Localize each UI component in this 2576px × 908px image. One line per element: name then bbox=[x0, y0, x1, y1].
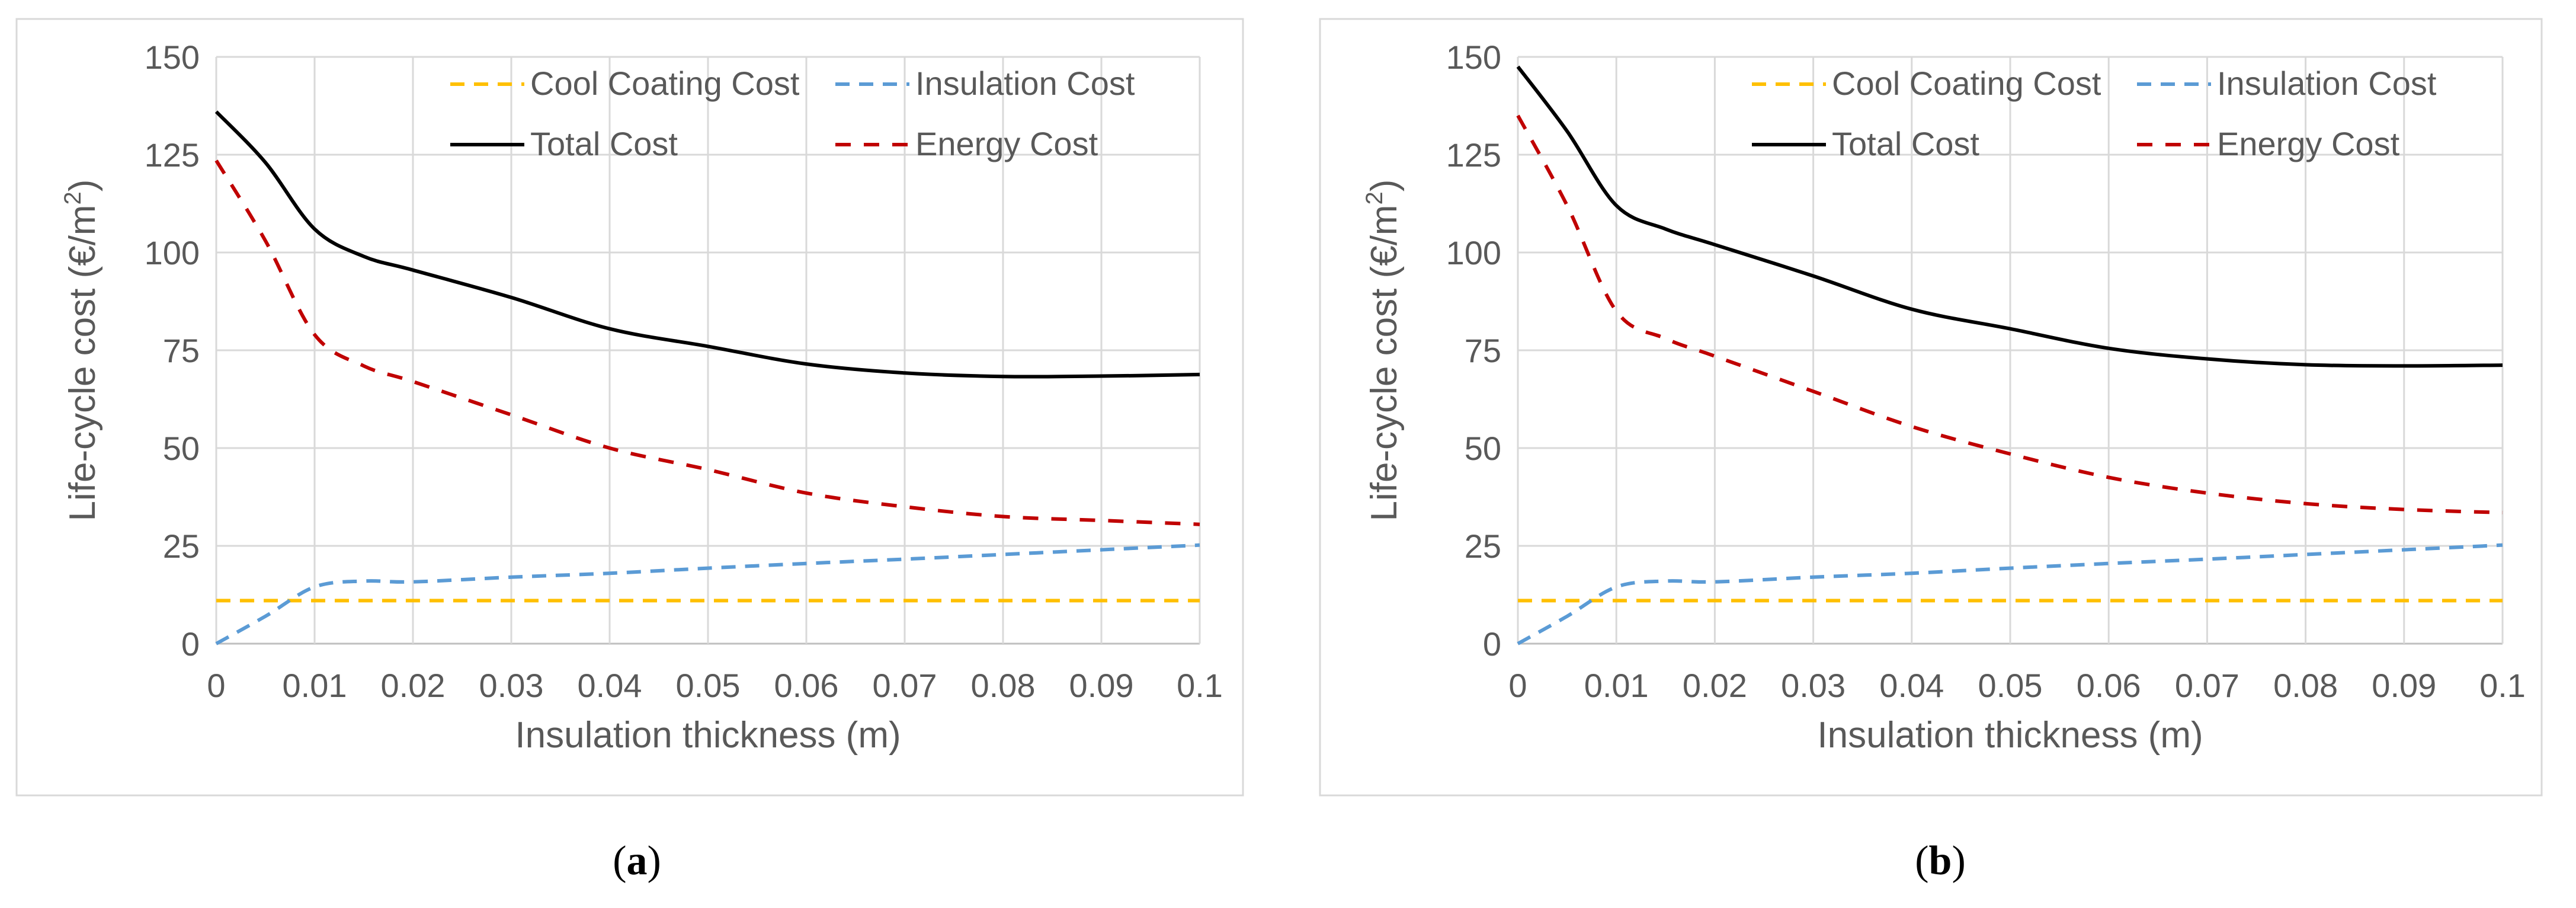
y-tick-label: 50 bbox=[1465, 430, 1501, 467]
y-axis-title-superscript: 2 bbox=[1361, 191, 1388, 204]
y-axis-title-close: ) bbox=[1364, 180, 1405, 192]
x-tick-label: 0.06 bbox=[774, 667, 839, 704]
series-line-insulation bbox=[1517, 543, 2503, 645]
x-tick-label: 0.03 bbox=[1781, 667, 1846, 704]
caption-close-paren: ) bbox=[648, 838, 661, 884]
legend-label: Total Cost bbox=[1832, 125, 1979, 162]
x-tick-label: 0.08 bbox=[2273, 667, 2338, 704]
caption-open-paren: ( bbox=[1915, 838, 1928, 884]
y-tick-label: 150 bbox=[145, 39, 200, 76]
series-line-total bbox=[1516, 65, 2503, 368]
legend-label: Cool Coating Cost bbox=[1832, 65, 2101, 102]
x-tick-label: 0.07 bbox=[873, 667, 937, 704]
y-tick-label: 25 bbox=[1465, 527, 1501, 565]
x-tick-label: 0.01 bbox=[283, 667, 347, 704]
x-tick-label: 0.06 bbox=[2077, 667, 2141, 704]
series-line-total bbox=[214, 110, 1200, 379]
y-tick-label: 100 bbox=[1446, 234, 1501, 271]
y-tick-label: 50 bbox=[163, 430, 200, 467]
x-tick-label: 0.09 bbox=[1069, 667, 1134, 704]
x-tick-label: 0.03 bbox=[479, 667, 544, 704]
caption-letter: b bbox=[1929, 838, 1952, 884]
y-tick-label: 0 bbox=[1483, 625, 1501, 663]
y-tick-label: 0 bbox=[181, 625, 200, 663]
caption-open-paren: ( bbox=[613, 838, 626, 884]
y-axis-title-main: Life-cycle cost (€/m bbox=[1364, 204, 1405, 521]
y-tick-label: 125 bbox=[145, 136, 200, 174]
legend-label: Insulation Cost bbox=[2217, 65, 2437, 102]
x-tick-label: 0.05 bbox=[676, 667, 741, 704]
x-tick-label: 0.01 bbox=[1584, 667, 1649, 704]
y-tick-label: 100 bbox=[145, 234, 200, 271]
legend-label: Total Cost bbox=[530, 125, 678, 162]
legend-label: Insulation Cost bbox=[915, 65, 1135, 102]
x-tick-label: 0 bbox=[207, 667, 225, 704]
x-tick-label: 0.07 bbox=[2175, 667, 2239, 704]
x-tick-label: 0.05 bbox=[1978, 667, 2043, 704]
y-tick-label: 125 bbox=[1446, 136, 1501, 174]
x-axis-title: Insulation thickness (m) bbox=[515, 715, 901, 756]
caption-close-paren: ) bbox=[1952, 838, 1965, 884]
series-line-energy bbox=[214, 159, 1200, 526]
x-tick-label: 0.04 bbox=[578, 667, 642, 704]
x-tick-label: 0.1 bbox=[1177, 667, 1223, 704]
caption-letter: a bbox=[627, 838, 648, 884]
chart-panel-b: 0 25 50 75 100 125 150 0 0.01 0.02 0.03 0.04 0.05 0.0… bbox=[1319, 18, 2543, 884]
y-axis-title-main: Life-cycle cost (€/m bbox=[62, 204, 103, 521]
chart-panel-a: 0 25 50 75 100 125 150 0 0.01 0.02 0.03 0.04 0.05 0.0… bbox=[15, 18, 1244, 884]
legend-label: Energy Cost bbox=[915, 125, 1098, 162]
y-tick-label: 75 bbox=[163, 332, 200, 369]
x-tick-label: 0.08 bbox=[971, 667, 1036, 704]
panel-frame bbox=[15, 18, 1244, 797]
y-axis-title-superscript: 2 bbox=[60, 191, 86, 204]
panel-caption: (a) bbox=[613, 838, 661, 884]
series-line-energy bbox=[1516, 114, 2503, 514]
x-tick-label: 0.02 bbox=[1683, 667, 1747, 704]
legend-label: Cool Coating Cost bbox=[530, 65, 800, 102]
x-tick-label: 0.09 bbox=[2372, 667, 2436, 704]
y-axis-title: Life-cycle cost (€/m2) bbox=[1361, 180, 1405, 522]
series-line-insulation bbox=[215, 543, 1200, 645]
y-axis-title: Life-cycle cost (€/m2) bbox=[60, 180, 103, 522]
x-tick-label: 0.1 bbox=[2479, 667, 2526, 704]
x-tick-label: 0.04 bbox=[1879, 667, 1944, 704]
x-axis-title: Insulation thickness (m) bbox=[1817, 715, 2203, 756]
y-axis-title-close: ) bbox=[62, 180, 103, 192]
x-tick-label: 0.02 bbox=[381, 667, 446, 704]
panel-frame bbox=[1319, 18, 2543, 797]
x-tick-label: 0 bbox=[1508, 667, 1527, 704]
legend-label: Energy Cost bbox=[2217, 125, 2400, 162]
y-tick-label: 150 bbox=[1446, 39, 1501, 76]
y-tick-label: 25 bbox=[163, 527, 200, 565]
y-tick-label: 75 bbox=[1465, 332, 1501, 369]
panel-caption: (b) bbox=[1915, 838, 1966, 884]
